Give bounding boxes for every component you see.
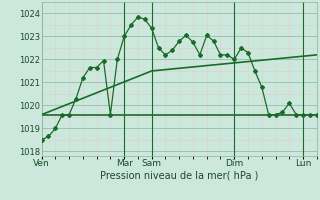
X-axis label: Pression niveau de la mer( hPa ): Pression niveau de la mer( hPa ) <box>100 171 258 181</box>
